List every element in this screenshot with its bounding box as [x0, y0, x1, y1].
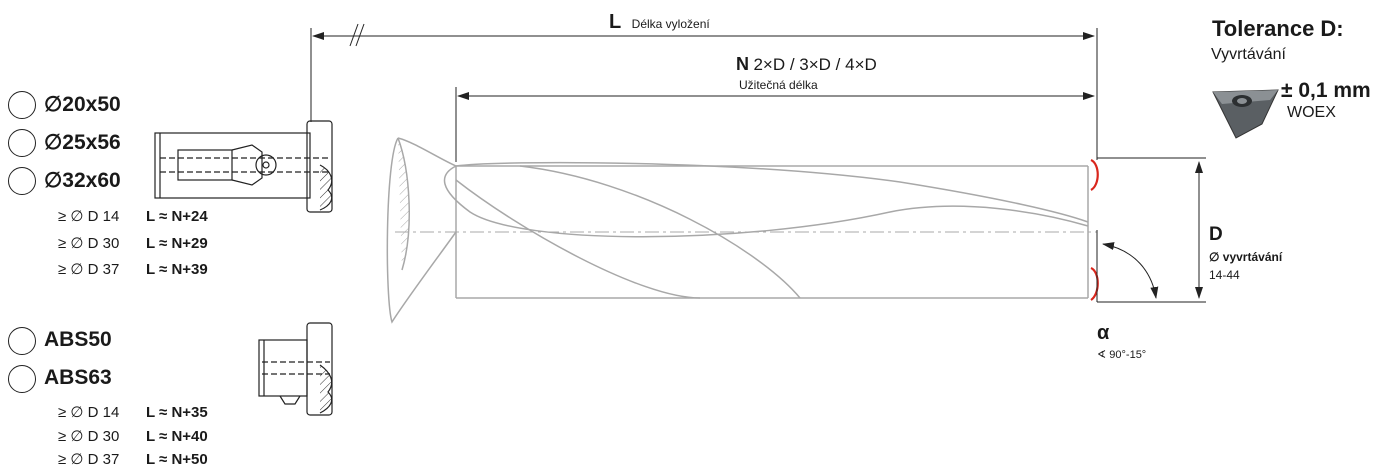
length-rule-row: ≥ ∅ D 37 L ≈ N+50	[58, 450, 208, 468]
dimension-N-text: Užitečná délka	[739, 78, 818, 92]
insert-name: WOEX	[1287, 104, 1336, 121]
insert-marks	[1090, 158, 1099, 301]
shank-option-label: ∅25x56	[44, 131, 121, 154]
dimension-N-multiples: 2×D / 3×D / 4×D	[753, 55, 877, 74]
shank-abs	[258, 322, 333, 416]
tolerance-subtitle: Vyvrtávání	[1211, 46, 1286, 63]
dimension-L-text: Délka vyložení	[631, 17, 710, 31]
rule-formula: L ≈ N+40	[146, 428, 208, 445]
dimension-L-symbol: L	[609, 11, 622, 33]
option-radio[interactable]	[8, 91, 36, 119]
angle-symbol: α	[1097, 322, 1110, 344]
rule-formula: L ≈ N+29	[146, 235, 208, 252]
option-radio[interactable]	[8, 365, 36, 393]
dimension-line-D	[1096, 157, 1206, 303]
drill-body	[386, 137, 1097, 324]
rule-condition: ≥ ∅ D 14	[58, 208, 120, 225]
dimension-N-label: N 2×D / 3×D / 4×D	[736, 54, 877, 75]
rule-formula: L ≈ N+24	[146, 208, 208, 225]
rule-condition: ≥ ∅ D 30	[58, 428, 120, 445]
rule-formula: L ≈ N+39	[146, 261, 208, 278]
angle-range: ∢ 90°-15°	[1097, 349, 1147, 361]
rule-condition: ≥ ∅ D 30	[58, 235, 120, 252]
rule-condition: ≥ ∅ D 37	[58, 451, 120, 468]
shank-option-label: ∅20x50	[44, 93, 121, 116]
dimension-L-label: L Délka vyložení	[609, 11, 710, 34]
dimension-D-text: ∅ vyvrtávání	[1209, 250, 1283, 264]
dimension-D-range: 14-44	[1209, 268, 1240, 282]
shank-option-label: ABS50	[44, 328, 112, 351]
shank-option-label: ∅32x60	[44, 169, 121, 192]
length-rule-row: ≥ ∅ D 30 L ≈ N+29	[58, 234, 208, 252]
rule-condition: ≥ ∅ D 37	[58, 261, 120, 278]
woex-insert-icon	[1212, 89, 1279, 139]
rule-condition: ≥ ∅ D 14	[58, 404, 120, 421]
option-radio[interactable]	[8, 167, 36, 195]
rule-formula: L ≈ N+50	[146, 451, 208, 468]
dimension-line-L	[310, 23, 1098, 160]
length-rule-row: ≥ ∅ D 30 L ≈ N+40	[58, 427, 208, 445]
option-radio[interactable]	[8, 129, 36, 157]
tolerance-title: Tolerance D:	[1212, 16, 1344, 41]
dimension-line-N	[455, 87, 1095, 162]
shank-option-label: ABS63	[44, 366, 112, 389]
dimension-N-symbol: N	[736, 54, 749, 74]
option-radio[interactable]	[8, 327, 36, 355]
length-rule-row: ≥ ∅ D 14 L ≈ N+35	[58, 403, 208, 421]
tolerance-value: ± 0,1 mm	[1281, 79, 1371, 102]
length-rule-row: ≥ ∅ D 37 L ≈ N+39	[58, 260, 208, 278]
rule-formula: L ≈ N+35	[146, 404, 208, 421]
shank-cylindrical	[154, 120, 333, 213]
length-rule-row: ≥ ∅ D 14 L ≈ N+24	[58, 207, 208, 225]
dimension-D-symbol: D	[1209, 224, 1223, 245]
